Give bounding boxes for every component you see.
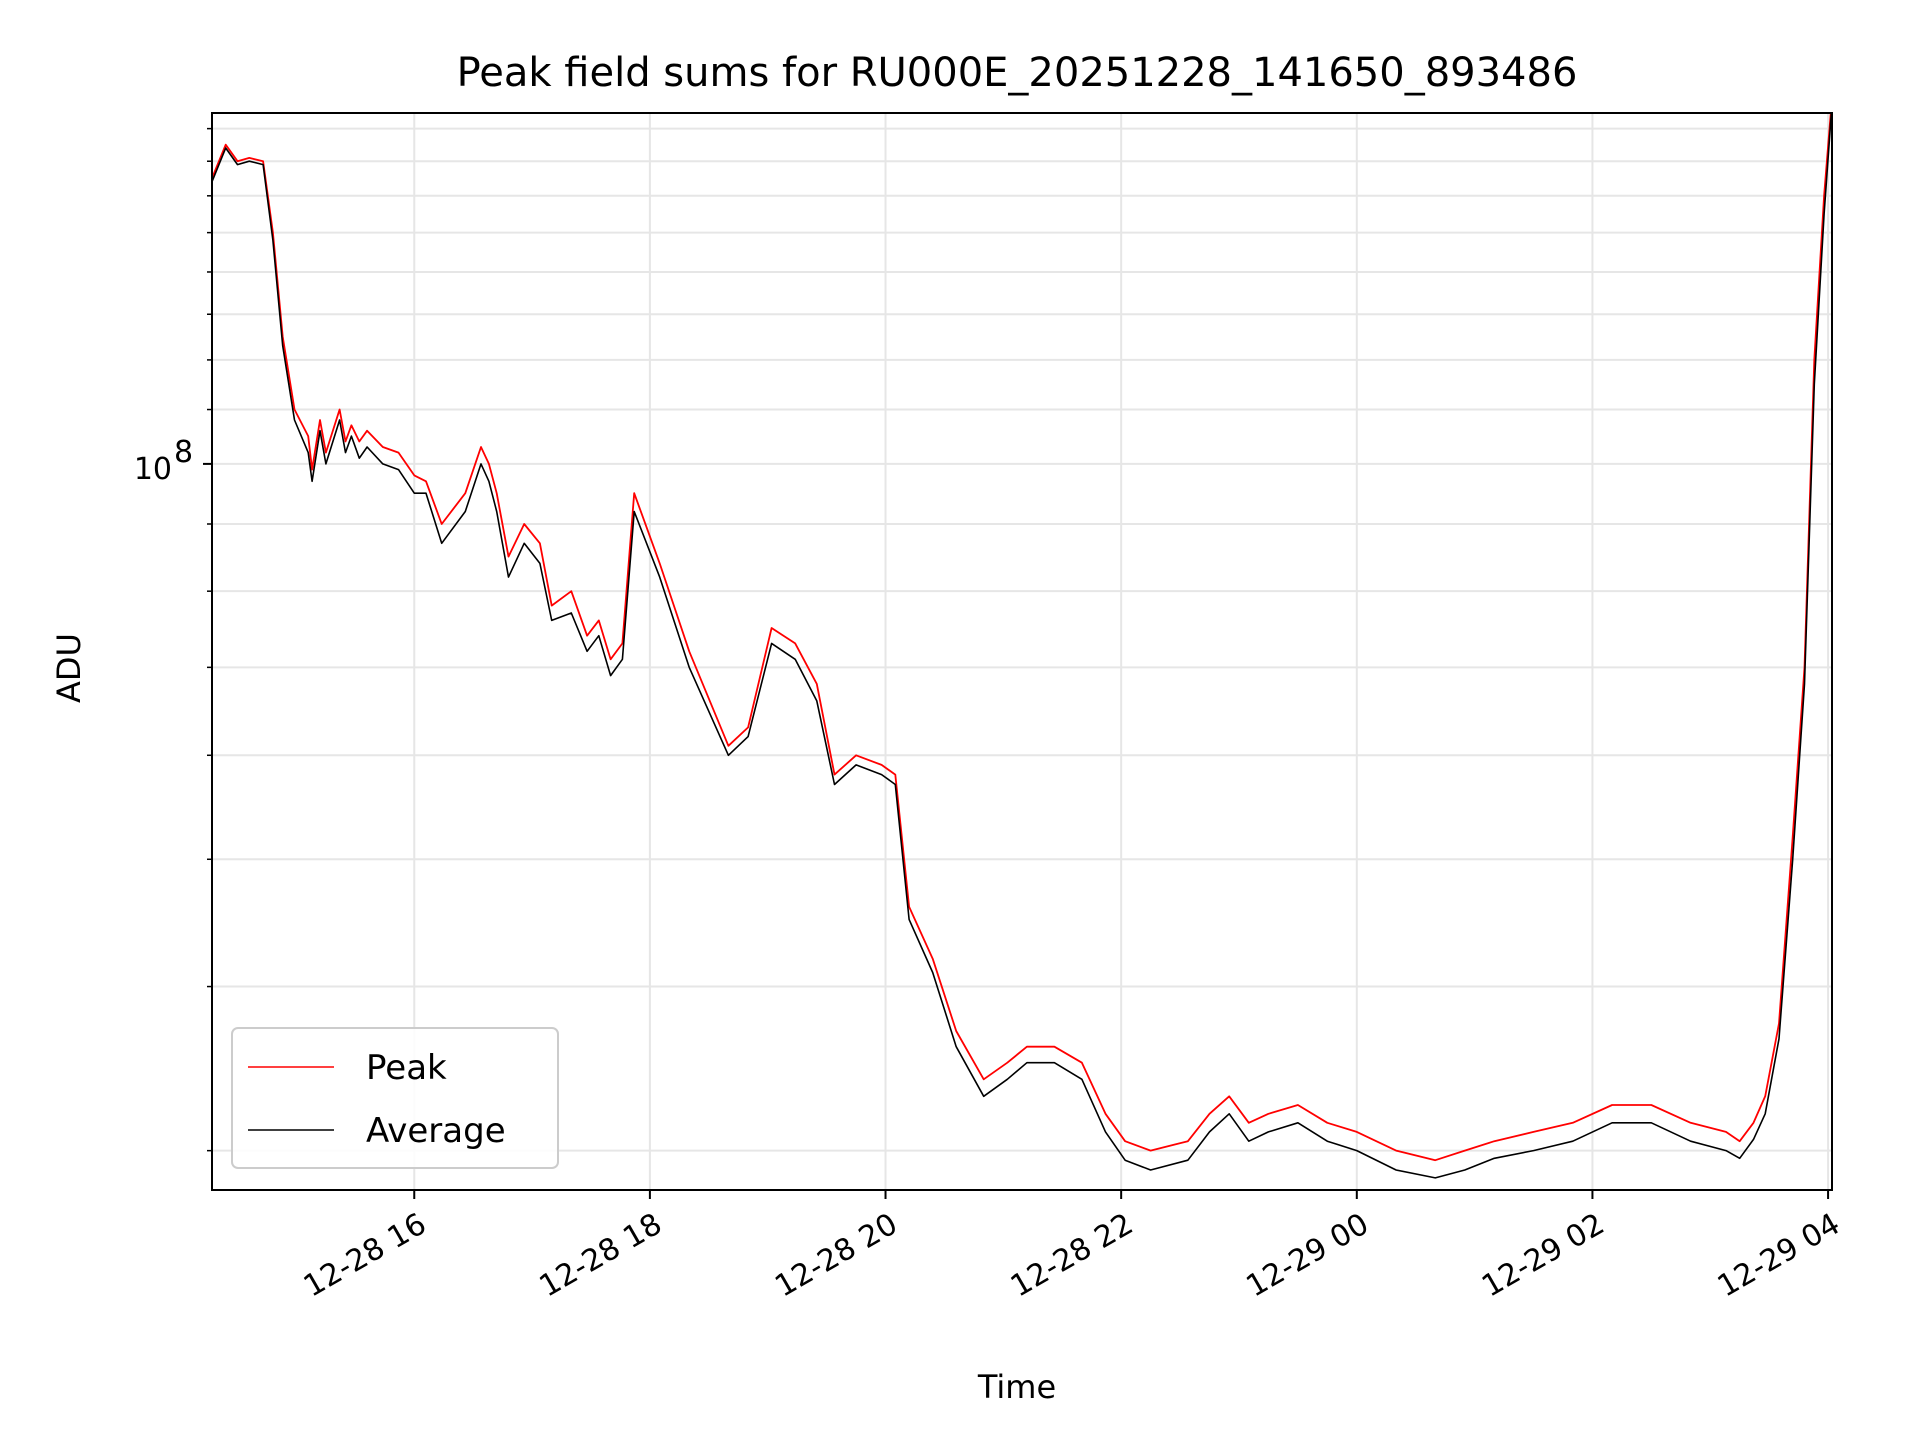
x-axis-title: Time xyxy=(977,1368,1056,1406)
legend-label-average: Average xyxy=(366,1111,506,1151)
series-lines xyxy=(212,113,1832,1179)
chart-title: Peak field sums for RU000E_20251228_1416… xyxy=(457,50,1578,96)
legend-box xyxy=(231,1027,559,1169)
series-line-peak xyxy=(212,113,1832,1162)
legend-label-peak: Peak xyxy=(366,1048,447,1088)
grid-lines xyxy=(212,113,1832,1190)
y-tick-label-exponent: 8 xyxy=(174,435,193,470)
y-axis-title: ADU xyxy=(50,633,88,703)
series-line-average xyxy=(212,113,1832,1179)
legend: Peak Average xyxy=(231,1027,559,1169)
plot-frame xyxy=(211,112,1833,1191)
y-tick-label-base: 10 xyxy=(134,452,172,487)
